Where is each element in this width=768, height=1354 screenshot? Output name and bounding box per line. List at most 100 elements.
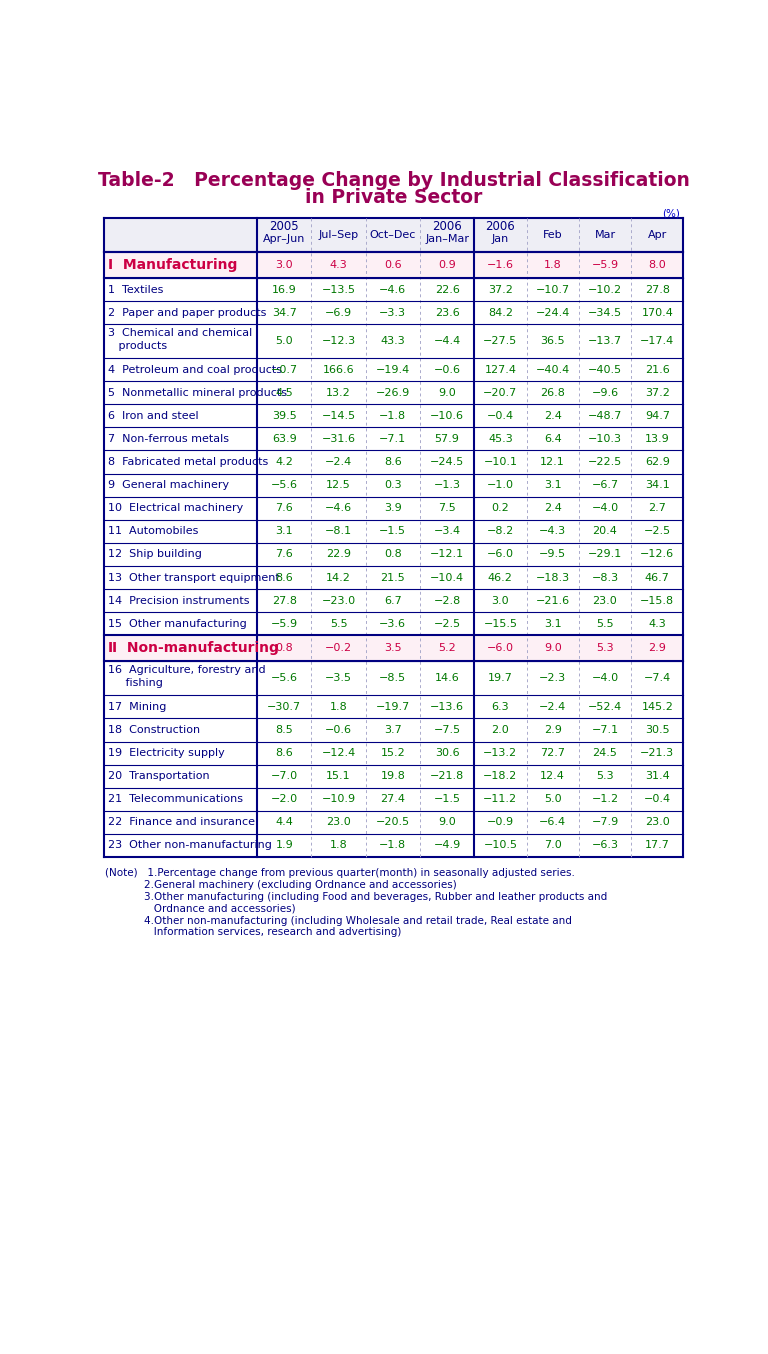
Text: 22.6: 22.6 [435,284,459,295]
Text: 37.2: 37.2 [645,387,670,398]
Text: Apr: Apr [647,230,667,240]
Text: −3.5: −3.5 [325,673,352,684]
Text: 27.4: 27.4 [380,795,406,804]
Text: −1.6: −1.6 [487,260,514,269]
Text: 20.4: 20.4 [593,527,617,536]
Text: 16.9: 16.9 [272,284,296,295]
Text: −12.3: −12.3 [322,336,356,347]
Text: 5.5: 5.5 [596,619,614,628]
Text: −0.6: −0.6 [434,364,461,375]
Text: −21.3: −21.3 [641,747,674,758]
Text: 43.3: 43.3 [380,336,406,347]
Text: in Private Sector: in Private Sector [305,188,482,207]
Text: 16  Agriculture, forestry and
     fishing: 16 Agriculture, forestry and fishing [108,665,265,688]
Text: −12.1: −12.1 [430,550,464,559]
Text: 23.0: 23.0 [645,818,670,827]
Text: 2.General machinery (excluding Ordnance and accessories): 2.General machinery (excluding Ordnance … [105,880,457,890]
Text: 2.4: 2.4 [544,410,561,421]
Text: 26.8: 26.8 [540,387,565,398]
Text: 3.5: 3.5 [384,643,402,654]
Text: 9.0: 9.0 [439,818,456,827]
Text: Ⅰ  Manufacturing: Ⅰ Manufacturing [108,257,237,272]
Text: 23.6: 23.6 [435,307,459,318]
Text: −2.4: −2.4 [539,701,566,712]
Text: −2.8: −2.8 [433,596,461,605]
Text: 23.0: 23.0 [326,818,351,827]
Text: 15.1: 15.1 [326,772,351,781]
Text: −10.9: −10.9 [322,795,356,804]
Text: −3.3: −3.3 [379,307,406,318]
Text: 12.4: 12.4 [540,772,565,781]
Text: 57.9: 57.9 [435,433,459,444]
Text: 37.2: 37.2 [488,284,513,295]
Text: −5.9: −5.9 [271,619,298,628]
Text: −1.8: −1.8 [379,410,406,421]
Text: 1.8: 1.8 [329,701,347,712]
Text: 7.0: 7.0 [544,841,561,850]
Text: −5.6: −5.6 [271,481,298,490]
Text: −13.5: −13.5 [322,284,356,295]
Text: 8.6: 8.6 [276,573,293,582]
Text: −4.0: −4.0 [591,504,618,513]
Text: 8  Fabricated metal products: 8 Fabricated metal products [108,458,268,467]
Text: 14.6: 14.6 [435,673,459,684]
Text: 17.7: 17.7 [645,841,670,850]
Text: 13.9: 13.9 [645,433,670,444]
Text: −1.0: −1.0 [487,481,514,490]
Text: 1.8: 1.8 [544,260,561,269]
Text: 84.2: 84.2 [488,307,513,318]
Text: 23.0: 23.0 [593,596,617,605]
Text: −8.3: −8.3 [591,573,618,582]
Text: 5.2: 5.2 [439,643,456,654]
Text: −10.3: −10.3 [588,433,622,444]
Text: −13.2: −13.2 [483,747,518,758]
Text: 3.Other manufacturing (including Food and beverages, Rubber and leather products: 3.Other manufacturing (including Food an… [105,892,607,902]
Text: 30.6: 30.6 [435,747,459,758]
Text: 2  Paper and paper products: 2 Paper and paper products [108,307,266,318]
Text: 5.0: 5.0 [276,336,293,347]
Text: 21.5: 21.5 [380,573,406,582]
Text: 12.5: 12.5 [326,481,351,490]
Text: 22  Finance and insurance: 22 Finance and insurance [108,818,255,827]
Text: 0.8: 0.8 [384,550,402,559]
Text: 15.2: 15.2 [380,747,406,758]
Text: 7  Non-ferrous metals: 7 Non-ferrous metals [108,433,229,444]
Text: −15.5: −15.5 [483,619,518,628]
Text: 13  Other transport equipment: 13 Other transport equipment [108,573,280,582]
Text: 2006: 2006 [432,219,462,233]
Text: −9.6: −9.6 [591,387,618,398]
Text: −13.6: −13.6 [430,701,464,712]
Text: −19.4: −19.4 [376,364,410,375]
Text: −23.0: −23.0 [322,596,356,605]
Text: −22.5: −22.5 [588,458,622,467]
Text: −8.5: −8.5 [379,673,406,684]
Text: −12.4: −12.4 [322,747,356,758]
Text: 27.8: 27.8 [272,596,296,605]
Text: 9.0: 9.0 [544,643,561,654]
Text: 14  Precision instruments: 14 Precision instruments [108,596,249,605]
Text: 4.3: 4.3 [329,260,347,269]
Text: Table-2   Percentage Change by Industrial Classification: Table-2 Percentage Change by Industrial … [98,172,690,191]
Text: 2.4: 2.4 [544,504,561,513]
Text: −31.6: −31.6 [322,433,356,444]
Text: −4.3: −4.3 [539,527,566,536]
Text: −11.2: −11.2 [483,795,518,804]
Text: (Note)   1.Percentage change from previous quarter(month) in seasonally adjusted: (Note) 1.Percentage change from previous… [105,868,575,877]
Text: −1.3: −1.3 [434,481,461,490]
Text: 45.3: 45.3 [488,433,513,444]
Text: 46.7: 46.7 [645,573,670,582]
Text: −7.1: −7.1 [379,433,406,444]
Text: 170.4: 170.4 [641,307,674,318]
Text: 2.0: 2.0 [492,724,509,735]
Text: −13.7: −13.7 [588,336,622,347]
Text: 2.9: 2.9 [544,724,561,735]
Text: −18.3: −18.3 [535,573,570,582]
Text: 11  Automobiles: 11 Automobiles [108,527,198,536]
Text: −10.5: −10.5 [483,841,518,850]
Text: Ⅱ  Non-manufacturing: Ⅱ Non-manufacturing [108,642,279,655]
Text: −3.4: −3.4 [433,527,461,536]
Text: 4.2: 4.2 [276,458,293,467]
Text: 3.0: 3.0 [492,596,509,605]
Text: 8.5: 8.5 [276,724,293,735]
Text: −2.0: −2.0 [271,795,298,804]
